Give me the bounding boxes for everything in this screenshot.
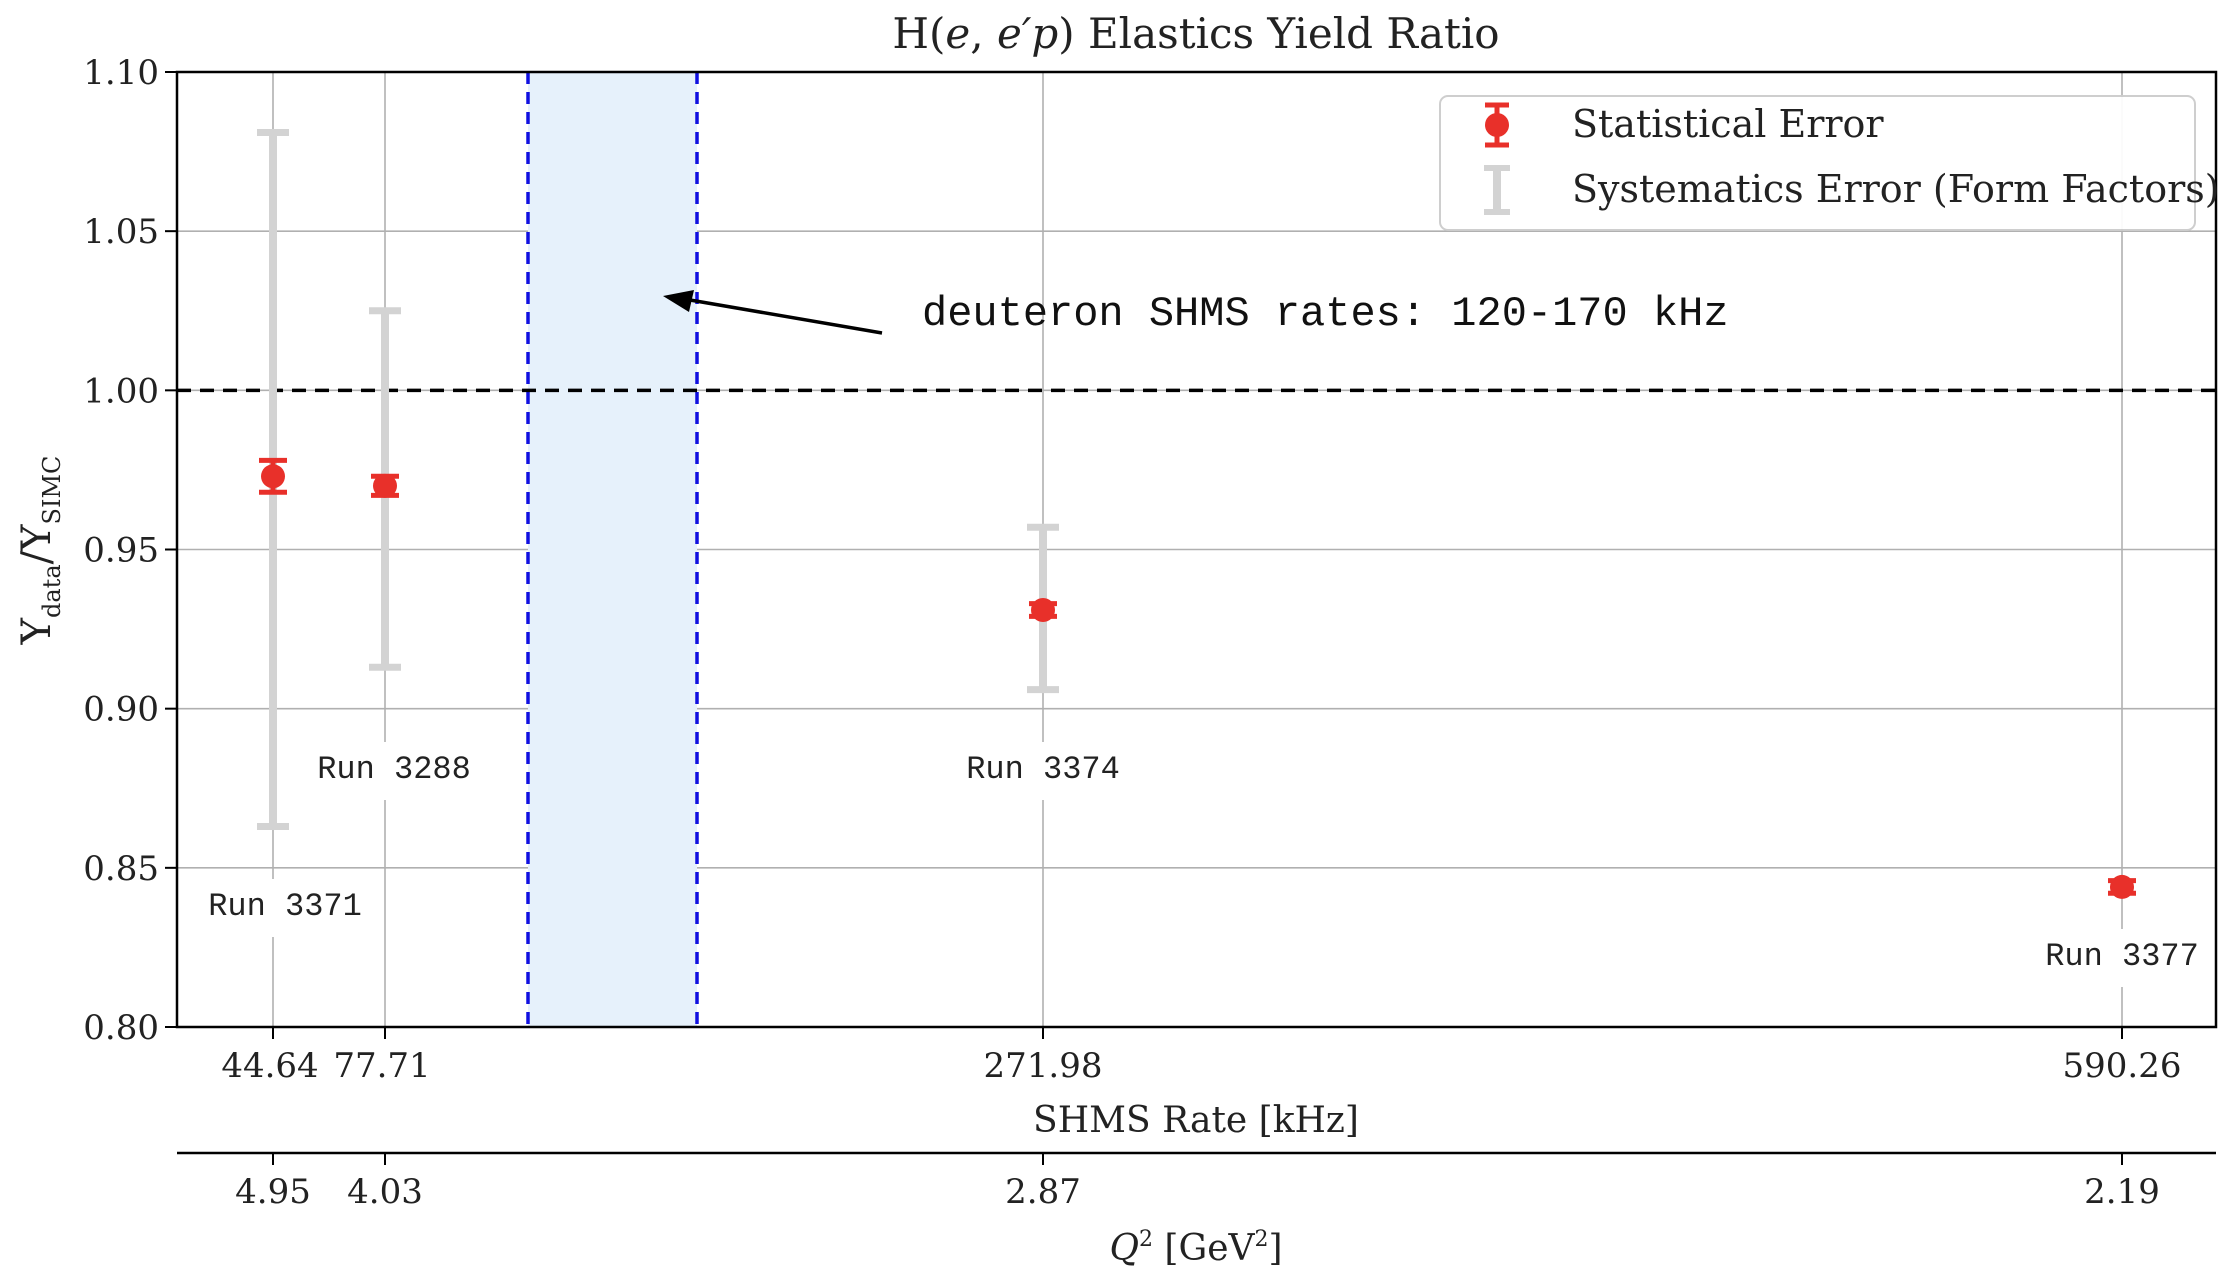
run-label: Run 3288 xyxy=(317,751,471,788)
run-label-box xyxy=(296,742,492,800)
legend-box xyxy=(1439,95,2196,231)
y-tick-label: 0.80 xyxy=(83,1008,159,1048)
y-tick-label: 0.85 xyxy=(83,849,159,889)
data-point xyxy=(373,473,397,498)
data-point xyxy=(1031,597,1055,622)
data-point xyxy=(2110,874,2134,899)
y-tick-label: 0.90 xyxy=(83,690,159,730)
statistical-error-layer xyxy=(259,457,2136,899)
run-label-layer: Run 3371 Run 3288 Run 3374 Run 3377 xyxy=(187,742,2220,987)
run-label-box xyxy=(2024,929,2220,987)
legend-layer: Statistical Error Systematics Error (Form… xyxy=(1439,95,2220,231)
rate-band xyxy=(528,72,697,1027)
run-label-box xyxy=(945,742,1141,800)
y-tick-label: 0.95 xyxy=(83,531,159,571)
x-tick-label: 44.64 xyxy=(221,1046,318,1086)
annotation-layer: deuteron SHMS rates: 120-170 kHz xyxy=(663,290,1729,338)
y-tick-label: 1.10 xyxy=(83,53,159,93)
annotation-text: deuteron SHMS rates: 120-170 kHz xyxy=(922,290,1729,338)
y-tick-label: 1.00 xyxy=(83,371,159,411)
secondary-x-tick-label: 2.87 xyxy=(1005,1172,1081,1212)
secondary-x-tick-label: 4.03 xyxy=(347,1172,423,1212)
legend-label: Systematics Error (Form Factors) xyxy=(1572,167,2220,211)
run-label: Run 3371 xyxy=(208,888,362,925)
legend-stat-marker xyxy=(1485,113,1509,137)
x-tick-label: 77.71 xyxy=(333,1046,430,1086)
x-tick-label: 271.98 xyxy=(984,1046,1103,1086)
secondary-x-tick-label: 4.95 xyxy=(235,1172,311,1212)
plot-frame xyxy=(175,70,2218,1029)
band-layer xyxy=(526,72,699,1027)
x-axis-title: SHMS Rate [kHz] xyxy=(1033,1100,1359,1141)
secondary-axis-title: Q2 [GeV2] xyxy=(1109,1227,1282,1269)
annotation-arrow-head xyxy=(663,290,694,312)
data-point xyxy=(261,464,285,489)
chart-title: H(e, e′p) Elastics Yield Ratio xyxy=(892,9,1499,58)
annotation-arrow-shaft xyxy=(689,298,883,335)
run-label: Run 3374 xyxy=(966,751,1120,788)
legend-label: Statistical Error xyxy=(1572,102,1884,146)
run-label-box xyxy=(187,879,383,937)
y-tick-label: 1.05 xyxy=(83,212,159,252)
secondary-x-tick-label: 2.19 xyxy=(2084,1172,2160,1212)
run-label: Run 3377 xyxy=(2045,938,2199,975)
y-axis-title: Ydata/YSIMC xyxy=(14,456,66,646)
x-tick-label: 590.26 xyxy=(2063,1046,2182,1086)
